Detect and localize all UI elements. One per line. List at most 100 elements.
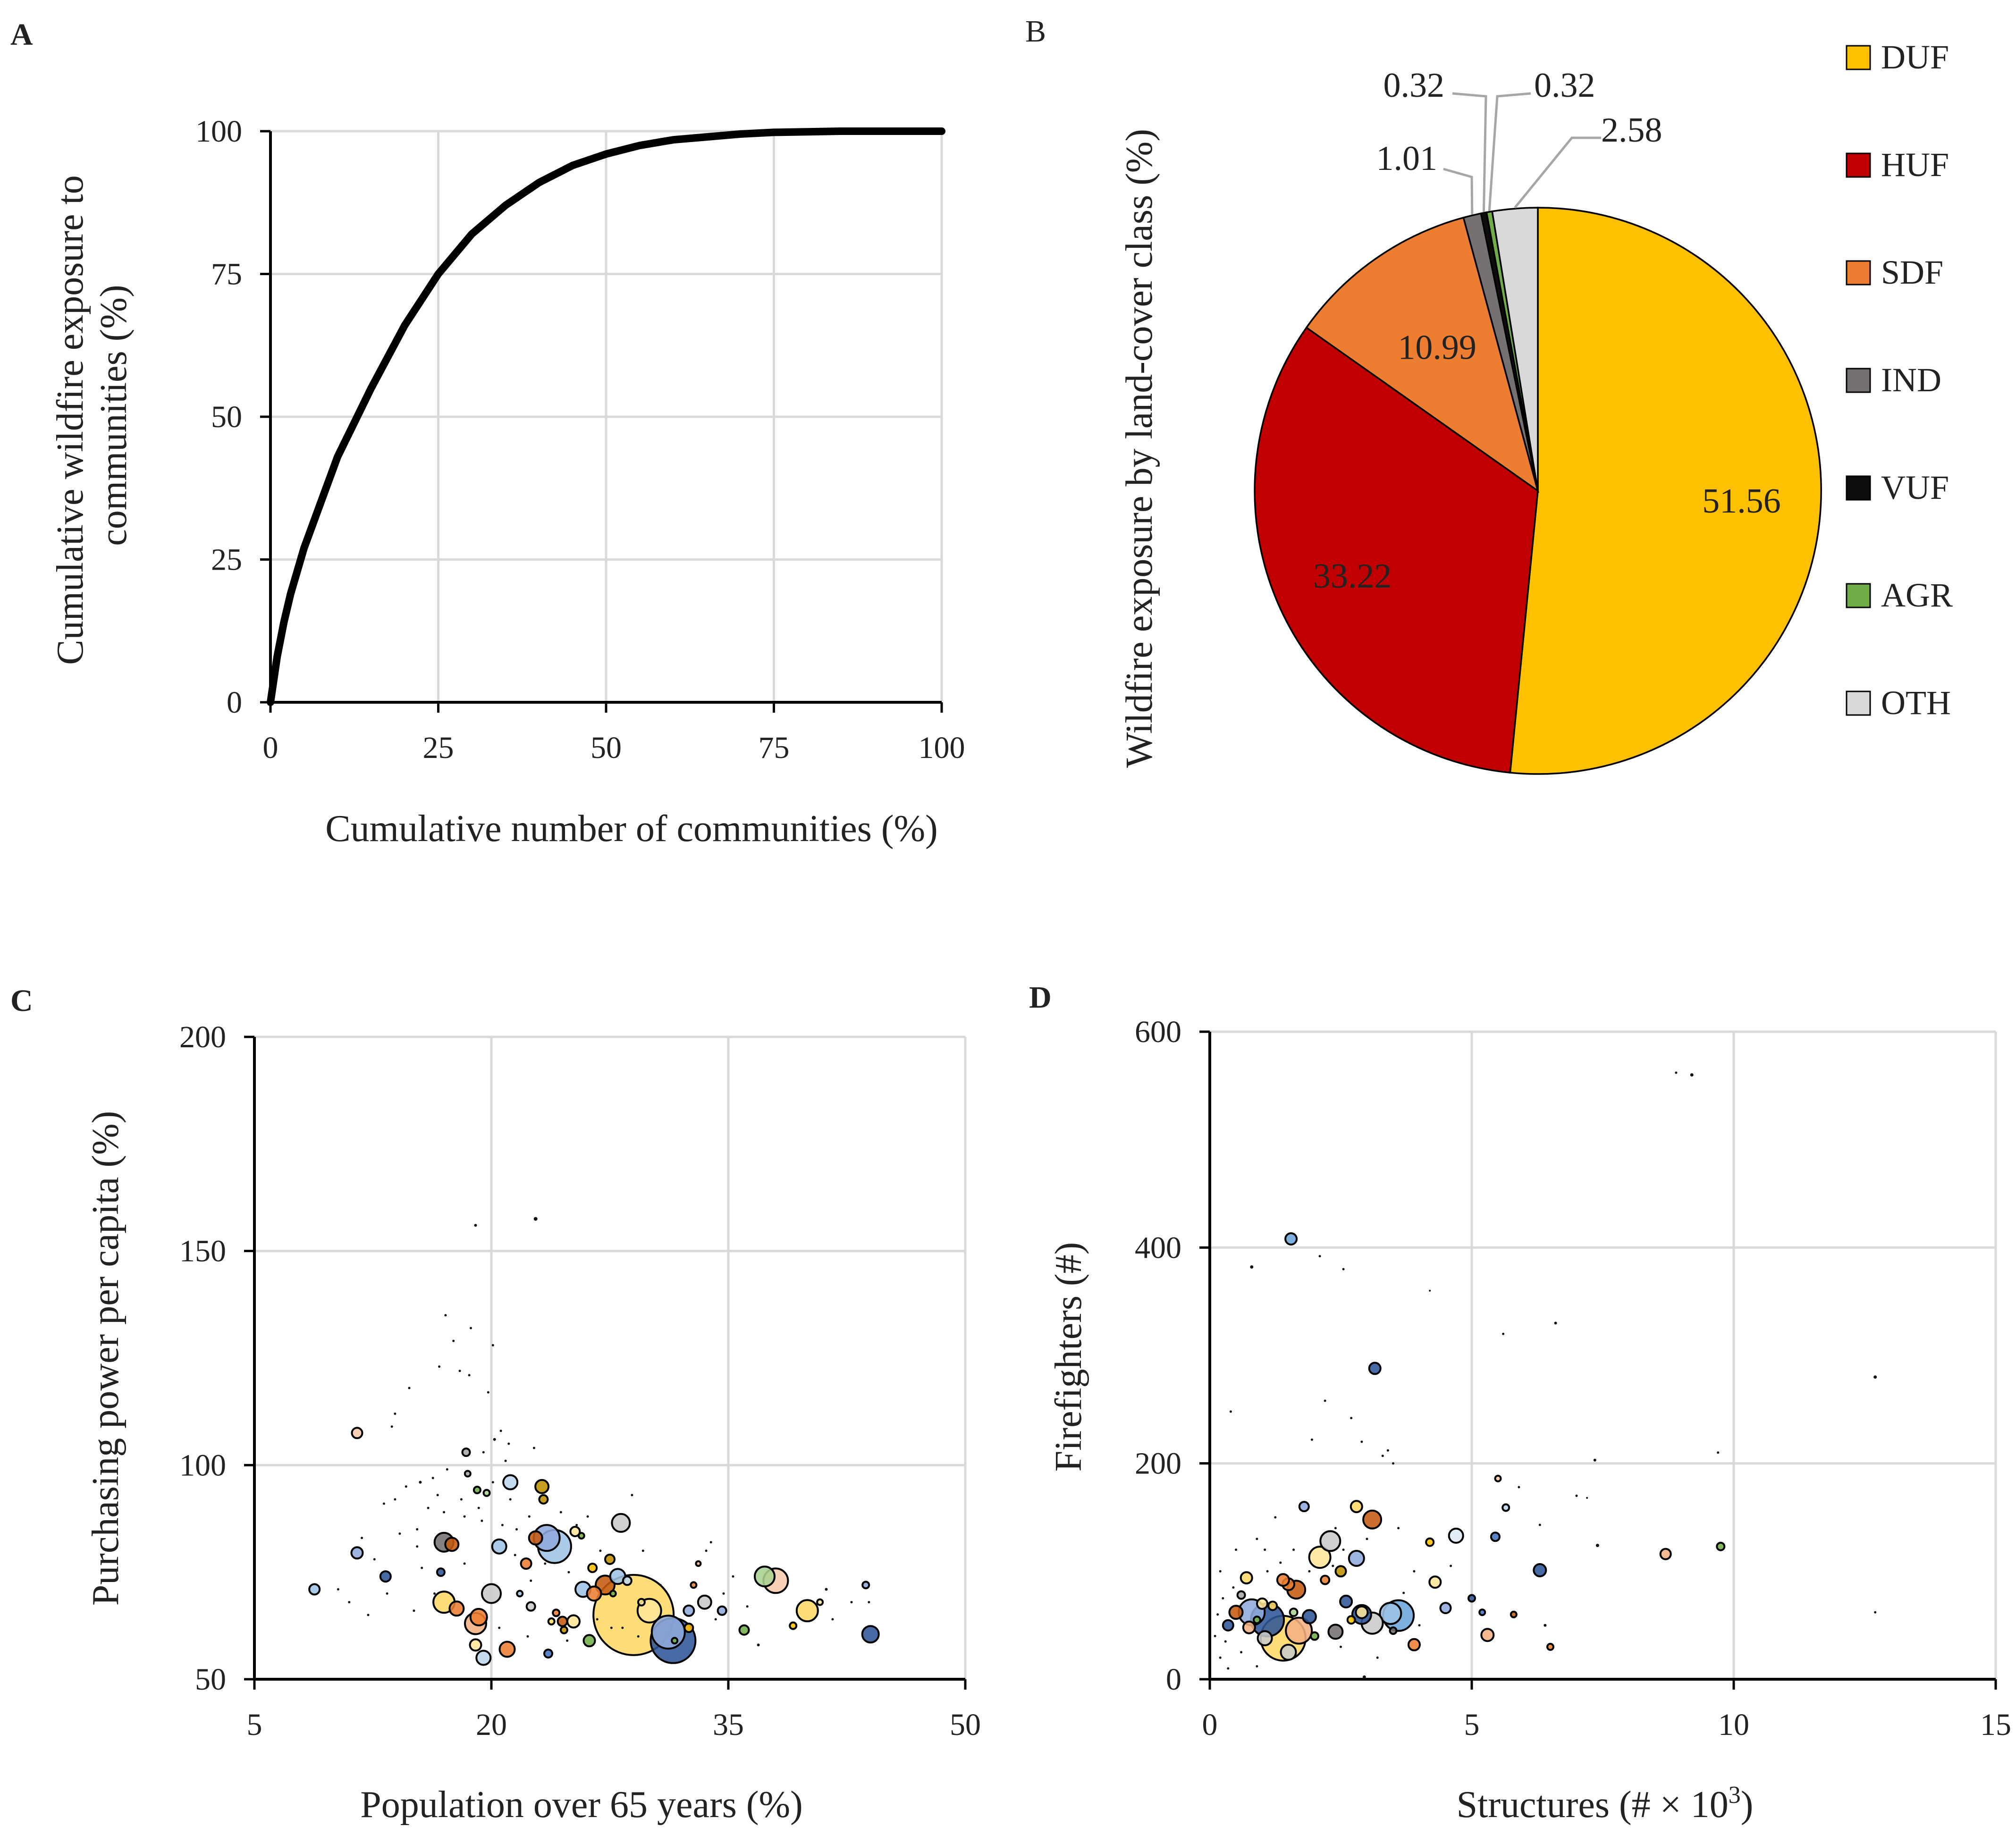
panel-c-point <box>515 1528 518 1531</box>
panel-c-point <box>695 1560 702 1567</box>
panel-c-point <box>487 1391 489 1394</box>
panel-d-x-axis-title-superscript: 3 <box>1729 1782 1741 1809</box>
panel-d-point <box>1386 1449 1389 1452</box>
panel-c-point <box>709 1541 712 1544</box>
panel-d-y-ticks: 0 200 400 600 <box>1135 1015 1181 1697</box>
panel-c-point <box>337 1588 339 1591</box>
panel-c-point <box>631 1494 633 1497</box>
panel-d-x-tick-label: 5 <box>1464 1708 1480 1742</box>
panel-d-point <box>1289 1607 1299 1617</box>
legend-label-vuf: VUF <box>1881 469 1949 506</box>
panel-d-point <box>1593 1458 1596 1462</box>
panel-d-point <box>1717 1451 1720 1454</box>
panel-d-point <box>1518 1486 1520 1489</box>
panel-c-point <box>413 1609 415 1612</box>
pie-callout-label-agr: 0.32 <box>1534 66 1595 105</box>
panel-a-x-tick-label: 100 <box>919 731 965 765</box>
panel-d-y-tick-label: 400 <box>1135 1230 1181 1265</box>
panel-c-point <box>559 1625 568 1634</box>
panel-c-point <box>547 1617 556 1625</box>
panel-c-point <box>416 1528 419 1531</box>
pie-callout-label-vuf: 0.32 <box>1383 66 1445 105</box>
panel-d-point <box>1350 1500 1363 1514</box>
panel-d-x-tick-label: 10 <box>1718 1708 1749 1742</box>
panel-d-point <box>1494 1474 1502 1482</box>
panel-c-x-tick-label: 50 <box>950 1708 981 1742</box>
pie-slice-oth <box>1491 207 1539 491</box>
panel-c-point <box>795 1599 819 1623</box>
panel-c-y-tick-label: 200 <box>179 1020 226 1054</box>
panel-c-point <box>446 1468 448 1471</box>
panel-c-point <box>386 1592 388 1595</box>
panel-d-y-axis-title: Firefighters (#) <box>1048 1242 1089 1472</box>
legend-swatch-sdf <box>1846 260 1871 286</box>
panel-d-point <box>1214 1635 1216 1637</box>
panel-d-point <box>1310 1438 1313 1441</box>
panel-d-point <box>1222 1597 1224 1599</box>
panel-c-point <box>825 1588 828 1591</box>
panel-c-point <box>308 1583 321 1596</box>
panel-d-point <box>1450 1565 1452 1567</box>
panel-c-point <box>481 1519 483 1522</box>
panel-d-point <box>1332 1565 1334 1567</box>
panel-d-point <box>1240 1651 1243 1654</box>
panel-d-point <box>1284 1232 1298 1245</box>
panel-d-point <box>1274 1516 1277 1519</box>
panel-b-legend: DUF HUF SDF IND VUF AGR OTH <box>1846 38 1953 722</box>
panel-c-point <box>444 1314 447 1317</box>
panel-d-y-tick-label: 200 <box>1135 1447 1181 1481</box>
panel-a-x-tick-label: 75 <box>759 731 790 765</box>
panel-d-point <box>1327 1624 1344 1640</box>
panel-d-point <box>1242 1620 1256 1634</box>
legend-swatch-ind <box>1846 368 1871 393</box>
panel-d-point <box>1490 1532 1501 1542</box>
panel-d-point <box>1340 1645 1342 1648</box>
panel-d-point <box>1350 1417 1353 1420</box>
pie-leader-line-agr <box>1488 92 1531 211</box>
panel-c-point <box>533 1217 538 1221</box>
legend-swatch-oth <box>1846 690 1871 716</box>
panel-c-point <box>850 1601 853 1604</box>
panel-d-point <box>1228 1605 1244 1620</box>
panel-c-point <box>438 1365 441 1368</box>
panel-d-point <box>1379 1602 1402 1625</box>
panel-c-point <box>637 1635 640 1638</box>
panel-d-point <box>1546 1642 1554 1651</box>
legend-label-ind: IND <box>1881 361 1941 399</box>
panel-d-point <box>1675 1071 1678 1074</box>
panel-d-point <box>1308 1570 1311 1573</box>
panel-c-point <box>394 1498 396 1501</box>
legend-label-duf: DUF <box>1881 38 1949 76</box>
panel-c-point <box>622 1575 633 1586</box>
panel-c-point <box>390 1425 393 1428</box>
panel-d-point <box>1219 1570 1222 1573</box>
panel-c-point <box>697 1594 712 1610</box>
panel-d-point <box>1280 1643 1297 1661</box>
panel-c-point <box>621 1626 624 1629</box>
panel-d-point <box>1256 1597 1268 1610</box>
panel-c-point <box>586 1515 589 1518</box>
panel-c-point <box>586 1585 602 1602</box>
panel-d-point <box>1250 1265 1254 1269</box>
panel-c-point <box>538 1494 549 1505</box>
panel-c-point <box>582 1634 596 1648</box>
panel-d-point <box>1429 1289 1431 1292</box>
panel-a-y-ticks: 0 25 50 75 100 <box>195 114 242 720</box>
panel-a-y-tick-label: 75 <box>211 257 242 292</box>
panel-c-point <box>379 1570 392 1583</box>
panel-c-point <box>611 1513 631 1533</box>
legend-label-sdf: SDF <box>1881 253 1943 291</box>
panel-d-point <box>1389 1626 1398 1635</box>
panel-c-point <box>498 1626 501 1629</box>
panel-a-y-axis-title-line-1: Cumulative wildfire exposure to <box>50 175 91 665</box>
panel-c-y-tick-label: 150 <box>179 1234 226 1269</box>
panel-c-point <box>498 1641 516 1658</box>
panel-c-point <box>596 1618 599 1621</box>
panel-c-point <box>520 1557 532 1570</box>
panel-c-x-tick-label: 35 <box>713 1708 744 1742</box>
panel-c-point <box>534 1479 550 1494</box>
panel-c-point <box>757 1643 760 1647</box>
pie-leader-line-vuf <box>1452 92 1487 212</box>
